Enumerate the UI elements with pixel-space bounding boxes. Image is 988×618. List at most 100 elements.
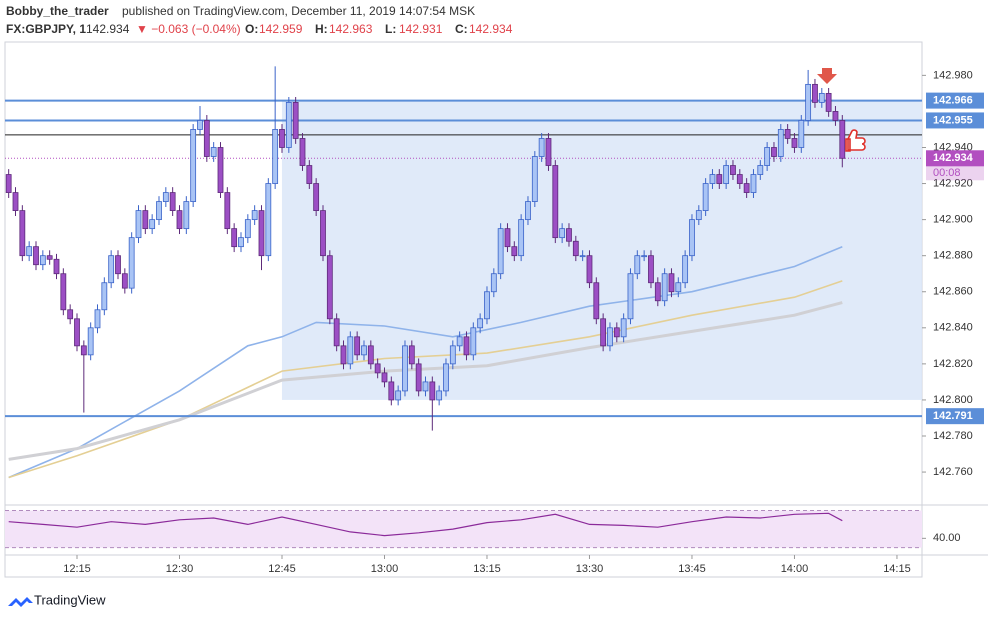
candle-body bbox=[135, 210, 142, 239]
rsi-tick-label: 40.00 bbox=[933, 532, 961, 544]
candle-body bbox=[94, 309, 101, 329]
zone-box bbox=[281, 100, 922, 400]
candle-body bbox=[531, 156, 538, 202]
candle-body bbox=[156, 201, 162, 221]
ohlc-label: H: bbox=[315, 22, 328, 36]
candle-body bbox=[429, 381, 436, 401]
ohlc-label: C: bbox=[455, 22, 468, 36]
rsi-line bbox=[8, 512, 843, 537]
candle-body bbox=[689, 219, 695, 257]
candle-body bbox=[326, 255, 333, 320]
rsi-band bbox=[5, 510, 922, 548]
candle-body bbox=[695, 210, 702, 221]
candle-body bbox=[682, 255, 689, 284]
candle-body bbox=[525, 201, 531, 221]
candle-body bbox=[258, 210, 265, 257]
candle-body bbox=[463, 336, 470, 356]
candle-body bbox=[600, 318, 607, 347]
candle-body bbox=[484, 291, 490, 320]
y-tick-label: 142.760 bbox=[933, 466, 973, 478]
candle-body bbox=[798, 120, 805, 148]
candle-body bbox=[39, 255, 46, 266]
candle-body bbox=[60, 273, 67, 311]
candle-body bbox=[750, 174, 757, 193]
ohlc-value: 142.963 bbox=[329, 22, 373, 36]
last-price-label-bg bbox=[926, 150, 984, 167]
ohlc-value: 142.959 bbox=[259, 22, 303, 36]
candle-body bbox=[504, 228, 511, 248]
candle-body bbox=[121, 273, 128, 289]
candle-body bbox=[443, 363, 449, 392]
candle-body bbox=[415, 363, 422, 392]
thumbs-up bbox=[845, 129, 866, 152]
candle-body bbox=[825, 92, 832, 112]
candle-body bbox=[675, 282, 682, 293]
candle-body bbox=[593, 282, 600, 320]
candle-body bbox=[108, 255, 115, 284]
candle-body bbox=[620, 318, 627, 338]
candle-body bbox=[238, 237, 244, 248]
candle-body bbox=[272, 129, 279, 184]
candle-body bbox=[5, 174, 12, 193]
candle-body bbox=[306, 165, 313, 184]
candle-body bbox=[613, 327, 620, 338]
x-tick-label: 13:15 bbox=[473, 563, 501, 575]
candle-body bbox=[19, 210, 26, 257]
y-tick-label: 142.800 bbox=[933, 394, 973, 406]
candle-body bbox=[586, 255, 593, 284]
candle-body bbox=[511, 246, 518, 257]
candle-body bbox=[244, 219, 251, 239]
candle-body bbox=[723, 165, 730, 184]
candle-body bbox=[764, 147, 771, 166]
candle-body bbox=[566, 228, 572, 242]
x-tick-label: 12:15 bbox=[63, 563, 91, 575]
y-tick-label: 142.820 bbox=[933, 358, 973, 370]
candle-body bbox=[839, 120, 846, 159]
candle-body bbox=[12, 192, 19, 212]
candle-body bbox=[340, 345, 347, 365]
candle-body bbox=[101, 282, 108, 311]
candle-body bbox=[67, 309, 74, 320]
candle-body bbox=[128, 237, 135, 289]
candle-body bbox=[53, 258, 60, 275]
candle-body bbox=[381, 372, 388, 383]
candle-body bbox=[559, 228, 566, 239]
candle-body bbox=[26, 246, 33, 257]
candle-body bbox=[33, 246, 39, 266]
candle-body bbox=[456, 336, 463, 347]
candle-body bbox=[80, 345, 87, 356]
candle-body bbox=[757, 165, 764, 175]
level-label: 142.791 bbox=[933, 410, 973, 422]
candle-body bbox=[716, 174, 723, 184]
candle-body bbox=[832, 111, 839, 121]
candle-body bbox=[784, 129, 791, 139]
candle-body bbox=[279, 129, 285, 148]
candle-body bbox=[449, 345, 456, 365]
y-tick-label: 142.900 bbox=[933, 214, 973, 226]
last-price-label: 142.934 bbox=[933, 152, 974, 164]
candle-body bbox=[668, 273, 675, 293]
candle-body bbox=[777, 129, 784, 157]
candle-body bbox=[388, 381, 395, 401]
candle-body bbox=[395, 390, 402, 401]
tv-logo bbox=[8, 597, 33, 607]
level-label: 142.955 bbox=[933, 114, 973, 126]
candle-body bbox=[224, 192, 231, 230]
candle-body bbox=[190, 129, 197, 202]
moving-average bbox=[8, 245, 843, 479]
candle-body bbox=[408, 345, 415, 365]
candle-body bbox=[265, 183, 272, 257]
y-tick-label: 142.880 bbox=[933, 250, 973, 262]
candle-body bbox=[210, 147, 217, 157]
candle-body bbox=[538, 138, 545, 157]
ohlc-value: 142.934 bbox=[469, 22, 513, 36]
candle-body bbox=[743, 183, 750, 193]
candle-body bbox=[347, 336, 354, 365]
candle-body bbox=[702, 183, 709, 212]
candle-body bbox=[552, 165, 559, 239]
candle-body bbox=[818, 92, 825, 103]
candle-body bbox=[730, 165, 736, 175]
candle-body bbox=[791, 138, 798, 148]
candle-body bbox=[285, 102, 292, 148]
candle-body bbox=[299, 138, 306, 166]
